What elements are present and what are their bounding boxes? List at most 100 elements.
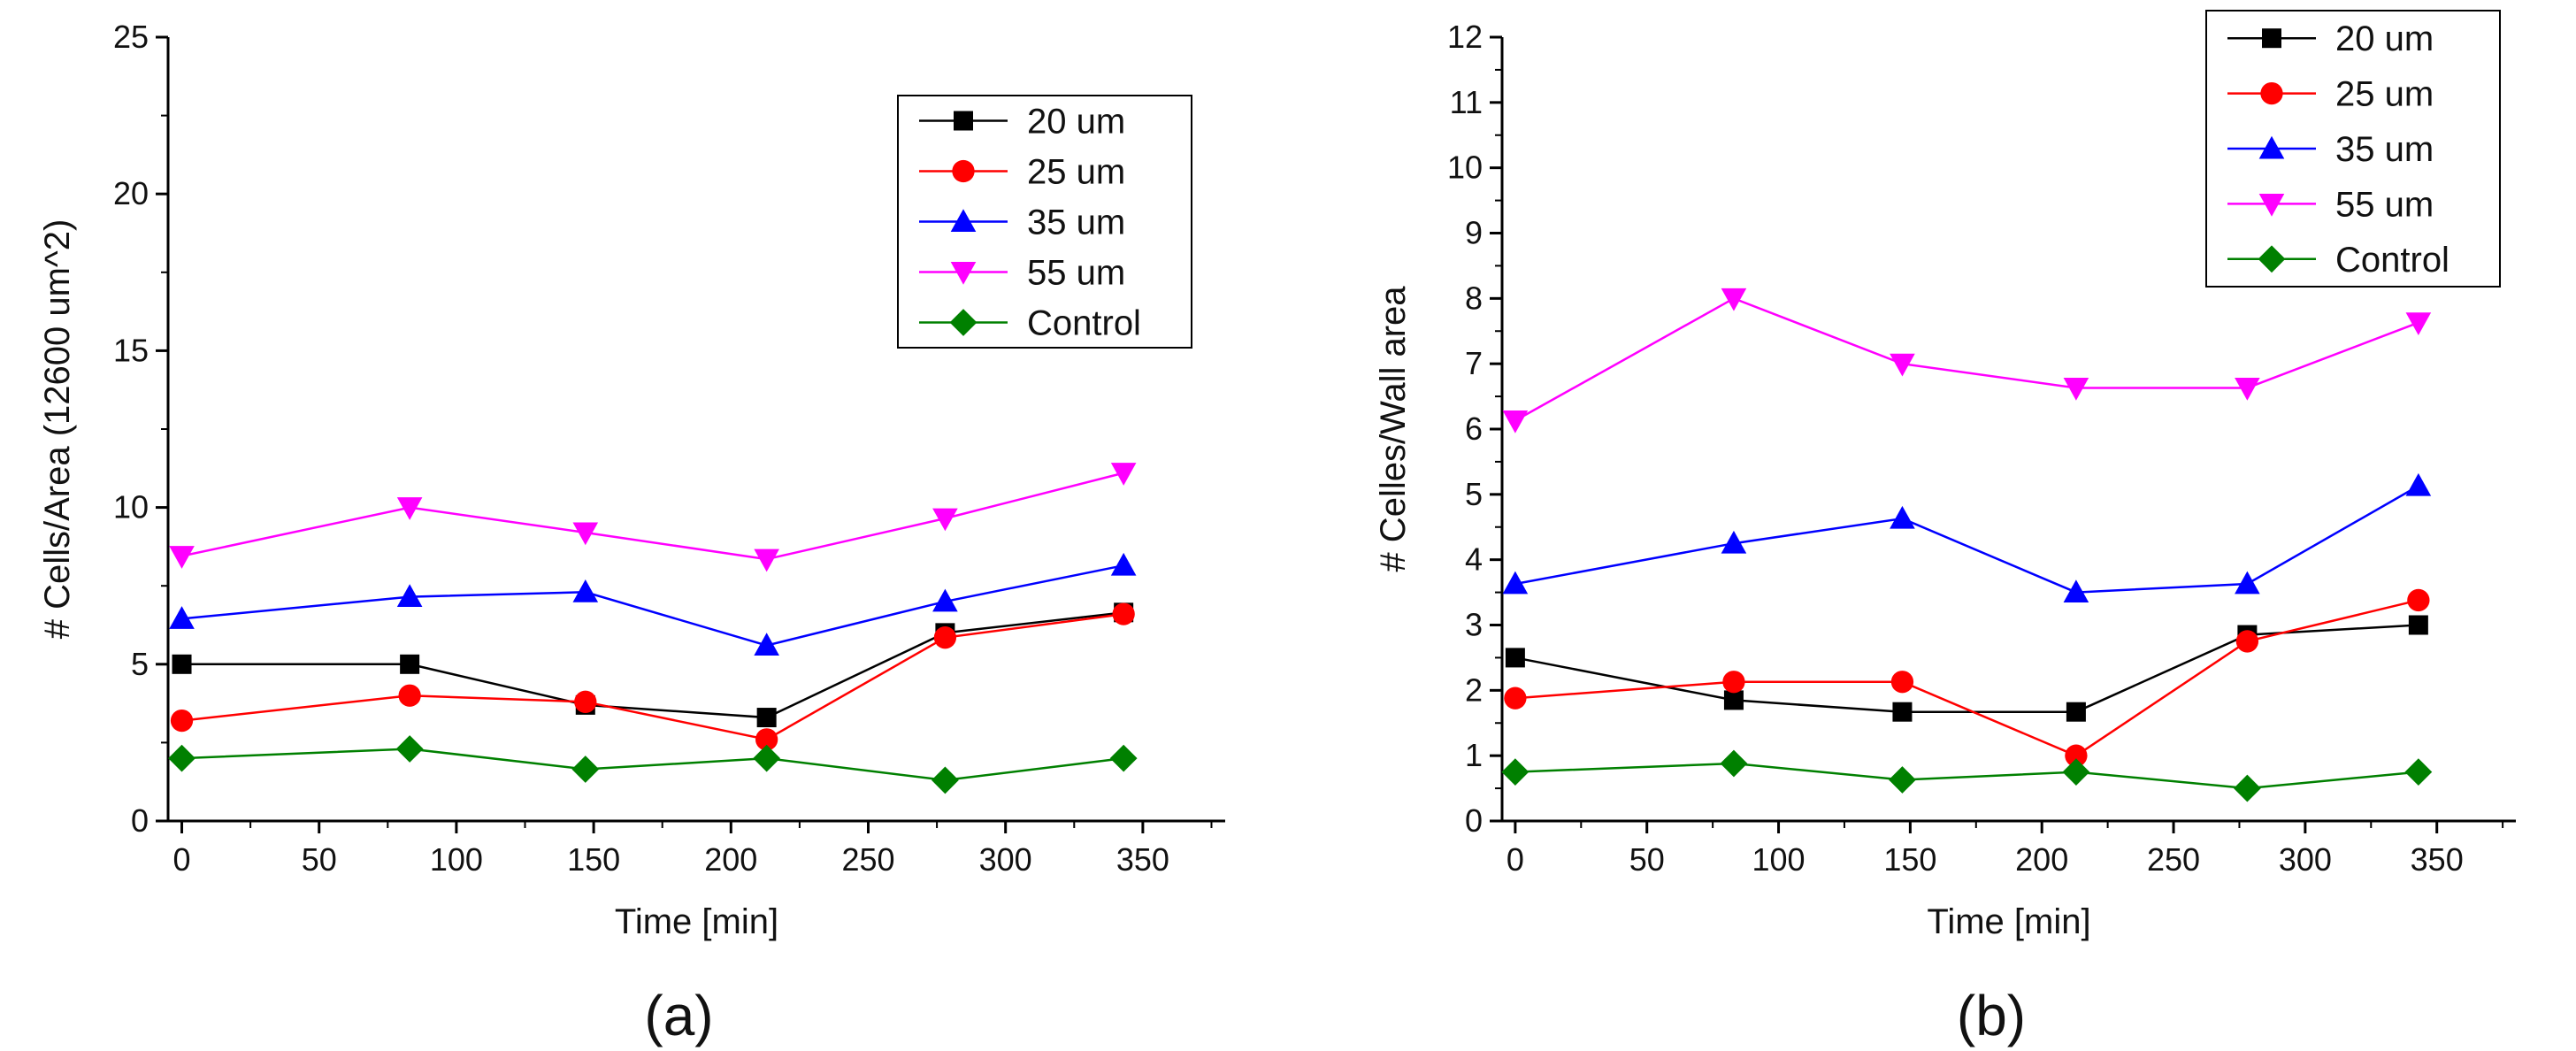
data-point: [2235, 378, 2260, 401]
y-tick-label: 6: [1465, 410, 1483, 447]
x-tick-label: 350: [1116, 841, 1169, 878]
legend-marker: [2258, 193, 2285, 217]
series-35-um: [169, 552, 1137, 656]
data-point: [2405, 312, 2432, 335]
x-tick-label: 250: [2147, 841, 2200, 878]
data-point: [1723, 690, 1744, 710]
y-tick-label: 8: [1465, 280, 1483, 316]
data-point: [2407, 588, 2430, 612]
data-point: [2405, 472, 2432, 496]
data-point: [1110, 552, 1137, 576]
data-point: [396, 584, 423, 608]
data-point: [1110, 463, 1137, 486]
data-point: [1721, 288, 1747, 311]
y-tick-label: 20: [113, 175, 149, 211]
series-line: [181, 564, 1124, 647]
data-point: [400, 654, 420, 674]
legend-marker: [2258, 245, 2286, 273]
data-point: [1721, 530, 1747, 554]
data-point: [571, 756, 600, 783]
x-tick-label: 50: [302, 841, 337, 878]
y-tick-label: 5: [1465, 476, 1483, 512]
series-line: [1514, 485, 2419, 594]
data-point: [2065, 744, 2088, 767]
data-point: [1502, 410, 1529, 433]
series-25-um: [1504, 588, 2430, 767]
series-line: [181, 612, 1124, 741]
data-point: [2062, 758, 2090, 786]
data-point: [933, 626, 957, 649]
series-line: [181, 748, 1124, 782]
legend-label: 55 um: [1027, 254, 1125, 293]
data-point: [172, 654, 192, 674]
data-point: [168, 744, 196, 772]
x-tick-label: 100: [1752, 841, 1806, 878]
data-point: [169, 606, 195, 629]
series-line: [181, 611, 1124, 719]
legend-label: 20 um: [2335, 19, 2434, 58]
y-tick-label: 12: [1447, 19, 1483, 55]
y-axis-label: # Celles/Wall area: [1374, 286, 1413, 572]
data-point: [169, 546, 195, 569]
y-tick-label: 1: [1465, 737, 1483, 773]
series-line: [181, 472, 1124, 561]
x-tick-label: 100: [430, 841, 483, 878]
x-tick-label: 0: [1506, 841, 1524, 878]
series-line: [1514, 624, 2419, 713]
legend-marker: [950, 262, 977, 285]
data-point: [1889, 766, 1916, 794]
data-point: [932, 766, 959, 794]
x-tick-label: 200: [704, 841, 757, 878]
y-tick-label: 4: [1465, 541, 1483, 578]
series-line: [1514, 296, 2419, 422]
panel-caption: (b): [1957, 984, 2026, 1047]
chart-panel-b: 0 1 2 3 4 5 6 7 8 9 10 11 12 0 50 100 150 200 250 300 350 Tim…: [1288, 0, 2576, 1051]
y-tick-label: 9: [1465, 215, 1483, 251]
legend-marker: [954, 111, 973, 131]
legend: 20 um 25 um 35 um 55 um Control: [2205, 10, 2501, 288]
x-tick-label: 200: [2015, 841, 2068, 878]
series-35-um: [1502, 472, 2432, 603]
x-tick-label: 150: [567, 841, 620, 878]
series-line: [1514, 762, 2419, 790]
legend-label: Control: [2335, 241, 2450, 280]
series-25-um: [170, 602, 1135, 751]
data-point: [2066, 702, 2086, 722]
data-point: [2235, 630, 2259, 653]
data-point: [1720, 749, 1748, 778]
y-tick-label: 11: [1450, 84, 1483, 120]
data-point: [1890, 353, 1915, 377]
data-point: [754, 633, 779, 656]
data-point: [1109, 744, 1138, 772]
data-point: [1722, 671, 1745, 694]
y-tick-label: 10: [1447, 150, 1483, 186]
y-tick-label: 25: [113, 19, 149, 55]
legend: 20 um 25 um 35 um 55 um Control: [897, 95, 1192, 349]
panel-caption: (a): [644, 984, 713, 1047]
series-55-um: [169, 463, 1137, 572]
data-point: [756, 708, 777, 728]
series-control: [1501, 749, 2433, 802]
data-point: [2404, 758, 2433, 786]
x-tick-label: 300: [2279, 841, 2332, 878]
data-point: [170, 709, 194, 733]
legend-label: 20 um: [1027, 103, 1125, 142]
series-20-um: [172, 602, 1134, 728]
x-axis-label: Time [min]: [1927, 902, 2090, 941]
x-tick-label: 350: [2411, 841, 2464, 878]
data-point: [398, 684, 421, 707]
data-point: [396, 497, 423, 520]
legend-label: 25 um: [1027, 153, 1125, 192]
x-tick-label: 0: [173, 841, 191, 878]
data-point: [2235, 571, 2260, 595]
y-tick-label: 5: [131, 646, 149, 682]
data-point: [1504, 687, 1527, 710]
y-tick-label: 0: [131, 802, 149, 839]
data-point: [574, 690, 597, 713]
data-point: [932, 508, 958, 532]
series-control: [168, 735, 1138, 794]
legend-marker: [2262, 28, 2281, 49]
series-55-um: [1502, 288, 2432, 433]
x-tick-label: 300: [979, 841, 1032, 878]
